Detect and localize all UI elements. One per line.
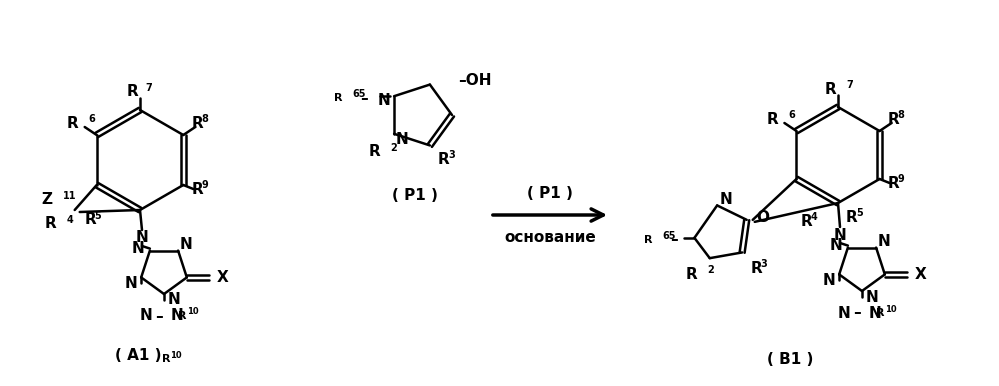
Text: O: O	[756, 210, 769, 225]
Text: 8: 8	[202, 114, 208, 124]
Text: R: R	[126, 85, 138, 100]
Text: N: N	[878, 234, 891, 249]
Text: N: N	[868, 305, 881, 320]
Text: R: R	[438, 152, 450, 167]
Text: R: R	[887, 112, 899, 127]
Text: –: –	[670, 232, 678, 247]
Text: –: –	[361, 91, 368, 106]
Text: R: R	[846, 210, 858, 225]
Text: R: R	[644, 235, 652, 245]
Text: N: N	[180, 237, 193, 252]
Text: N: N	[140, 308, 153, 323]
Text: N: N	[397, 132, 409, 147]
Text: R: R	[824, 81, 836, 96]
Text: R: R	[800, 214, 812, 229]
Text: 65: 65	[352, 89, 366, 99]
Text: N: N	[168, 293, 181, 308]
Text: N: N	[838, 305, 850, 320]
Text: –OH: –OH	[458, 73, 492, 88]
Text: 7: 7	[145, 83, 152, 93]
Text: N: N	[136, 230, 149, 245]
Text: 9: 9	[897, 174, 904, 184]
Text: R: R	[191, 181, 203, 196]
Text: 3: 3	[760, 259, 767, 269]
Text: 11: 11	[63, 191, 76, 201]
Text: R: R	[191, 115, 203, 130]
Text: X: X	[217, 270, 229, 285]
Text: N: N	[866, 290, 879, 305]
Text: N: N	[833, 227, 846, 242]
Text: R: R	[45, 217, 57, 232]
Text: N: N	[822, 273, 835, 288]
Text: ( B1 ): ( B1 )	[767, 352, 813, 367]
Text: N: N	[719, 192, 732, 207]
Text: 5: 5	[856, 208, 863, 218]
Text: ( P1 ): ( P1 )	[527, 186, 573, 200]
Text: Z: Z	[42, 193, 53, 208]
Text: N: N	[131, 241, 144, 256]
Text: 6: 6	[788, 110, 795, 120]
Text: 7: 7	[846, 80, 853, 90]
Text: 6: 6	[89, 114, 96, 124]
Text: ( P1 ): ( P1 )	[392, 188, 438, 203]
Text: R: R	[686, 267, 697, 282]
Text: N: N	[378, 93, 391, 108]
Text: N: N	[829, 238, 842, 253]
Text: –: –	[853, 305, 860, 320]
Text: R: R	[162, 354, 171, 364]
Text: 10: 10	[885, 305, 897, 313]
Text: R: R	[750, 261, 762, 276]
Text: R: R	[85, 213, 97, 227]
Text: R: R	[369, 144, 380, 159]
Text: –: –	[155, 308, 163, 323]
Text: R: R	[887, 176, 899, 191]
Text: R: R	[766, 112, 778, 127]
Text: R: R	[178, 311, 187, 321]
Text: основание: основание	[504, 230, 595, 244]
Text: 3: 3	[448, 151, 455, 161]
Text: R: R	[67, 115, 79, 130]
Text: N: N	[171, 308, 184, 323]
Text: 10: 10	[170, 350, 182, 359]
Text: R: R	[334, 93, 342, 103]
Text: 2: 2	[707, 265, 714, 275]
Text: 4: 4	[810, 212, 817, 222]
Text: 5: 5	[95, 211, 102, 221]
Text: R: R	[876, 308, 884, 318]
Text: 9: 9	[202, 180, 208, 190]
Text: 2: 2	[391, 143, 397, 153]
Text: 10: 10	[187, 308, 199, 317]
Text: 4: 4	[67, 215, 74, 225]
Text: ( A1 ): ( A1 )	[115, 347, 162, 362]
Text: 65: 65	[662, 231, 676, 241]
Text: N: N	[125, 276, 137, 291]
Text: 8: 8	[897, 110, 904, 120]
Text: X: X	[915, 267, 927, 282]
